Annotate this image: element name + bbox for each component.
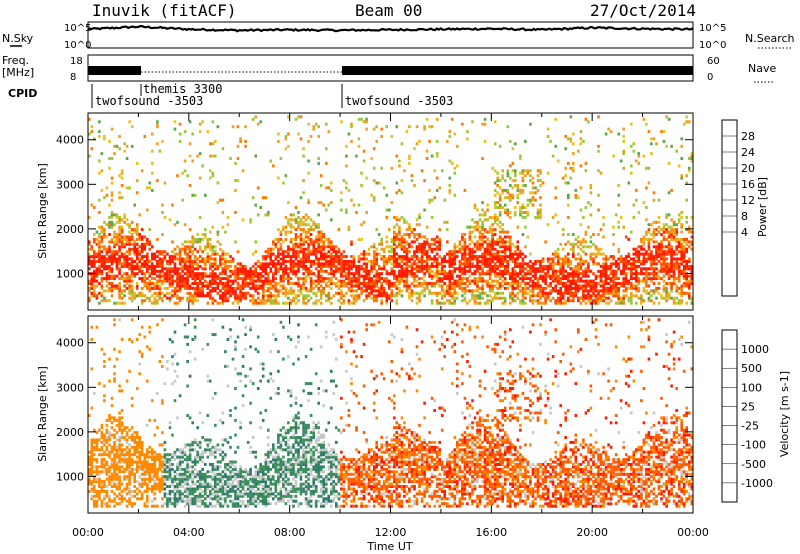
velocity-heatmap [88, 318, 694, 508]
colorbar-tick-label: 20 [741, 162, 755, 175]
colorbar-tick-label: 16 [741, 178, 755, 191]
nsky-label: N.Sky [2, 32, 34, 45]
velocity-y-axis-label: Slant Range [km] [36, 366, 49, 462]
colorbar-tick-label: -100 [741, 439, 766, 452]
x-tick-label: 00:00 [677, 526, 709, 539]
colorbar-tick-label: 25 [741, 400, 755, 413]
nsearch-tick-bottom: 10^0 [699, 40, 726, 51]
y-tick-label: 1000 [56, 267, 84, 280]
freq-label: Freq. [2, 54, 29, 67]
x-tick-label: 08:00 [274, 526, 306, 539]
colorbar-tick-label: 24 [741, 146, 755, 159]
colorbar-tick-label: -25 [741, 420, 759, 433]
colorbar-tick-label: 28 [741, 130, 755, 143]
nsky-tick-top: 10^5 [64, 23, 91, 34]
y-tick-label: 4000 [56, 337, 84, 350]
power-colorbar-label: Power [dB] [756, 177, 769, 237]
nsearch-label: N.Search [745, 32, 795, 45]
freq-unit: [MHz] [2, 66, 34, 79]
x-tick-label: 00:00 [72, 526, 104, 539]
y-tick-label: 3000 [56, 178, 84, 191]
y-tick-label: 3000 [56, 381, 84, 394]
colorbar-tick-label: 8 [741, 210, 748, 223]
freq-band-2 [342, 66, 693, 75]
colorbar-tick-label: 100 [741, 381, 762, 394]
power-axes: 1000 2000 3000 4000 [56, 113, 694, 310]
nsky-tick-bottom: 10^0 [64, 40, 91, 51]
colorbar-tick-label: 12 [741, 194, 755, 207]
velocity-colorbar-label: Velocity [m s-1] [778, 371, 791, 457]
y-tick-label: 4000 [56, 134, 84, 147]
nave-label: Nave [748, 62, 776, 75]
x-tick-label: 04:00 [173, 526, 205, 539]
y-tick-label: 2000 [56, 223, 84, 236]
nave-tick-bottom: 0 [707, 72, 713, 83]
cpid-segment-2: themis 3300 [143, 82, 222, 96]
nsky-series-line [87, 24, 694, 33]
colorbar-tick-label: 500 [741, 362, 762, 375]
cpid-segment-3: twofsound -3503 [345, 94, 453, 108]
colorbar-tick-label: -500 [741, 458, 766, 471]
station-title: Inuvik (fitACF) [92, 1, 237, 20]
freq-tick-bottom: 8 [70, 72, 76, 83]
power-y-axis-label: Slant Range [km] [36, 163, 49, 259]
date-title: 27/Oct/2014 [590, 1, 696, 20]
beam-title: Beam 00 [355, 1, 422, 20]
velocity-colorbar: 1000 500 100 25 -25 -100 -500 -1000 [721, 329, 773, 503]
x-tick-label: 16:00 [475, 526, 507, 539]
colorbar-tick-label: 4 [741, 226, 748, 239]
x-axis-label: Time UT [366, 540, 412, 553]
x-tick-labels: 00:00 04:00 08:00 12:00 16:00 20:00 00:00 [72, 526, 709, 539]
colorbar-tick-label: -1000 [741, 477, 773, 490]
power-heatmap [88, 115, 694, 305]
nave-tick-top: 60 [707, 56, 720, 67]
nsearch-tick-top: 10^5 [699, 23, 726, 34]
velocity-axes: 1000 2000 3000 4000 [56, 316, 694, 513]
cpid-segment-1: twofsound -3503 [95, 94, 203, 108]
nsky-panel-frame [87, 21, 694, 49]
freq-tick-top: 18 [70, 56, 83, 67]
y-tick-label: 1000 [56, 470, 84, 483]
power-colorbar: 28 24 20 16 12 8 4 [721, 119, 755, 297]
cpid-label: CPID [8, 87, 37, 100]
x-tick-label: 20:00 [576, 526, 608, 539]
x-tick-label: 12:00 [375, 526, 407, 539]
freq-band-1 [88, 66, 141, 75]
colorbar-tick-label: 1000 [741, 343, 769, 356]
y-tick-label: 2000 [56, 426, 84, 439]
